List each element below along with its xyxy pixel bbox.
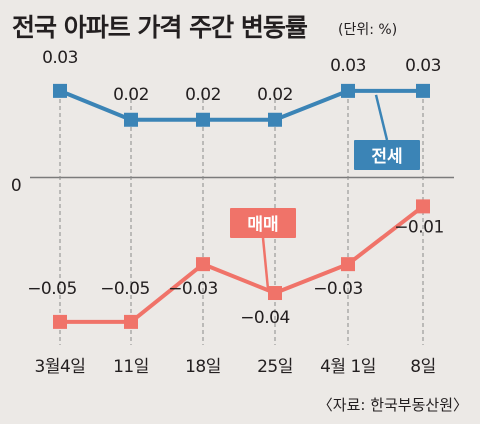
data-label: −0.01	[394, 217, 444, 237]
data-label: 0.03	[42, 48, 78, 68]
data-label: 0.02	[185, 85, 221, 105]
legend-pointer-maemae	[261, 237, 270, 290]
data-point	[53, 314, 67, 329]
legend-pointer-jeonse	[374, 94, 389, 141]
data-label: 0.02	[113, 85, 149, 105]
data-point	[196, 257, 210, 272]
series-jeonse: 0.03 0.02 0.02 0.02 0.03 0.03	[42, 48, 441, 141]
data-point	[124, 112, 138, 127]
data-point	[341, 83, 355, 98]
series-maemae: −0.05 −0.05 −0.03 −0.04 −0.03 −0.01	[27, 199, 444, 329]
series-line	[59, 88, 423, 122]
x-tick-label: 25일	[257, 357, 293, 377]
data-label: −0.04	[240, 308, 290, 328]
data-label: −0.03	[313, 279, 363, 299]
data-point	[124, 314, 138, 329]
data-point	[341, 257, 355, 272]
x-tick-label: 18일	[185, 357, 221, 377]
data-label: −0.05	[27, 279, 77, 299]
data-label: −0.03	[168, 279, 218, 299]
legend-badge-maemae-bg	[230, 208, 296, 238]
x-tick-label: 3월4일	[35, 357, 86, 377]
x-tick-label: 8일	[410, 357, 435, 377]
source-label: 〈자료: 한국부동산원〉	[318, 396, 468, 414]
data-label: 0.03	[405, 56, 441, 76]
data-label: −0.05	[100, 279, 150, 299]
chart-title: 전국 아파트 가격 주간 변동률	[12, 13, 308, 42]
x-tick-label: 4월 1일	[320, 357, 376, 377]
data-label: 0.03	[330, 56, 366, 76]
data-point	[416, 199, 430, 214]
legend-badge-jeonse-bg	[354, 140, 420, 170]
data-point	[196, 112, 210, 127]
series-line	[60, 204, 425, 324]
legend-badge-jeonse-label: 전세	[371, 147, 402, 167]
unit-label: (단위: %)	[338, 22, 397, 38]
legend-badge-jeonse: 전세	[354, 140, 420, 170]
legend-badge-maemae: 매매	[230, 208, 296, 238]
data-point	[268, 112, 282, 127]
legend-badge-maemae-label: 매매	[247, 215, 278, 235]
data-point	[268, 286, 282, 301]
data-point	[53, 83, 67, 98]
zero-tick-label: 0	[11, 176, 21, 196]
x-tick-label: 11일	[113, 357, 149, 377]
data-point	[416, 83, 430, 98]
data-label: 0.02	[257, 85, 293, 105]
x-axis-ticks: 3월4일 11일 18일 25일 4월 1일 8일	[35, 357, 437, 377]
